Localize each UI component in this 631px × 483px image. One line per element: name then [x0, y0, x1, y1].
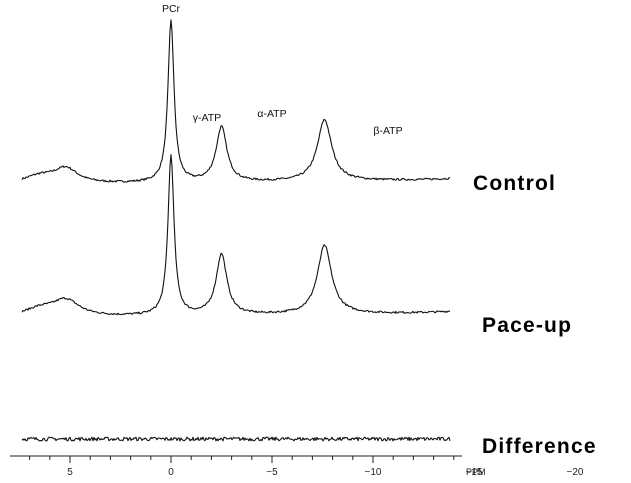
peak-labels: PCr γ-ATP α-ATP β-ATP	[162, 3, 403, 137]
x-tick-label: 0	[168, 467, 174, 478]
x-tick-label: −15	[466, 467, 483, 478]
trace-label-pace-up: Pace-up	[482, 314, 572, 337]
x-tick-label: −20	[567, 467, 584, 478]
x-ticks: 1050−5−10−15−20	[29, 456, 584, 478]
peak-label-gamma-atp: γ-ATP	[193, 112, 221, 124]
trace-label-difference: Difference	[482, 435, 597, 458]
peak-label-pcr: PCr	[162, 3, 181, 15]
x-axis: 1050−5−10−15−20 PPM	[10, 455, 584, 478]
peak-label-alpha-atp: α-ATP	[257, 108, 286, 120]
peak-label-beta-atp: β-ATP	[373, 125, 402, 137]
spectra-traces	[21, 19, 451, 442]
trace-pace-up	[21, 154, 451, 316]
trace-difference	[21, 436, 451, 442]
x-axis-unit-label: PPM	[466, 467, 486, 477]
x-tick-label: 5	[67, 467, 73, 478]
trace-label-control: Control	[473, 172, 556, 195]
x-tick-label: −5	[266, 467, 278, 478]
trace-labels: Control Pace-up Difference	[473, 172, 597, 458]
trace-control	[21, 19, 451, 183]
x-tick-label: −10	[365, 467, 382, 478]
